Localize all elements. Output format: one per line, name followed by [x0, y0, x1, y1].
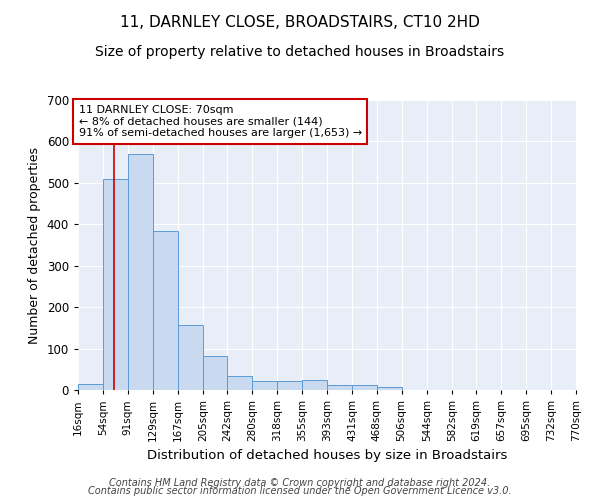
Y-axis label: Number of detached properties: Number of detached properties: [28, 146, 41, 344]
Bar: [178, 324, 203, 390]
Bar: [352, 385, 377, 390]
Bar: [152, 230, 178, 390]
Bar: [203, 356, 227, 390]
X-axis label: Distribution of detached houses by size in Broadstairs: Distribution of detached houses by size …: [147, 450, 507, 462]
Bar: [128, 154, 152, 390]
Bar: [327, 385, 352, 390]
Text: 11, DARNLEY CLOSE, BROADSTAIRS, CT10 2HD: 11, DARNLEY CLOSE, BROADSTAIRS, CT10 2HD: [120, 15, 480, 30]
Bar: [302, 380, 327, 390]
Bar: [377, 386, 401, 390]
Bar: [78, 384, 103, 390]
Text: Contains public sector information licensed under the Open Government Licence v3: Contains public sector information licen…: [88, 486, 512, 496]
Bar: [227, 376, 253, 390]
Text: Size of property relative to detached houses in Broadstairs: Size of property relative to detached ho…: [95, 45, 505, 59]
Bar: [253, 381, 277, 390]
Bar: [103, 178, 128, 390]
Text: Contains HM Land Registry data © Crown copyright and database right 2024.: Contains HM Land Registry data © Crown c…: [109, 478, 491, 488]
Text: 11 DARNLEY CLOSE: 70sqm
← 8% of detached houses are smaller (144)
91% of semi-de: 11 DARNLEY CLOSE: 70sqm ← 8% of detached…: [79, 105, 362, 138]
Bar: [277, 381, 302, 390]
